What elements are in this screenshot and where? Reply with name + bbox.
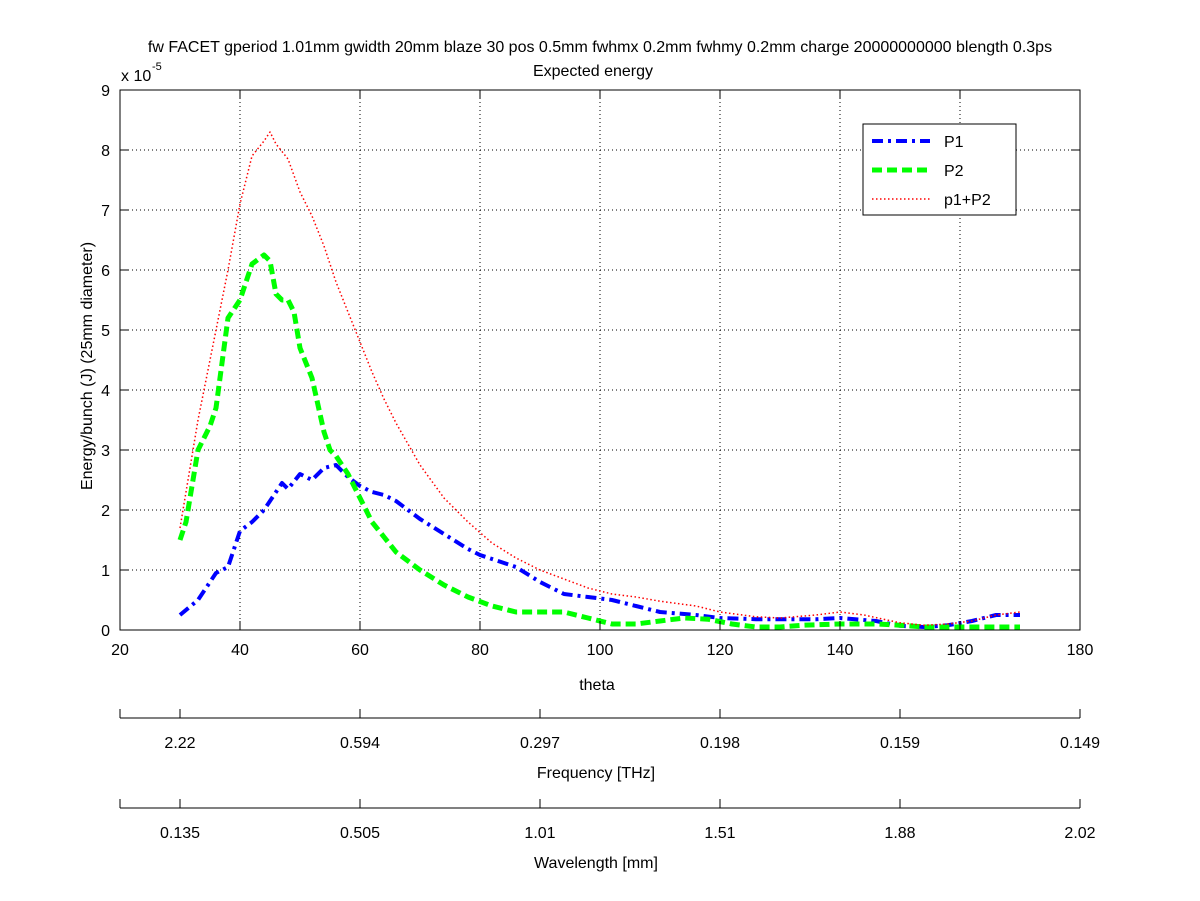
y-tick-label: 4 bbox=[101, 383, 110, 400]
y-tick-label: 5 bbox=[101, 323, 110, 340]
x-tick-label: 40 bbox=[231, 642, 249, 659]
y-exponent-value: -5 bbox=[152, 61, 162, 73]
series-line-3 bbox=[179, 131, 1021, 626]
y-exponent-label: x 10 bbox=[121, 68, 151, 85]
series-line-2 bbox=[177, 252, 1020, 630]
x-axis-label: theta bbox=[579, 677, 615, 694]
x-tick-label: 80 bbox=[471, 642, 489, 659]
secondary-tick-label: 1.01 bbox=[524, 825, 555, 842]
series-layer bbox=[177, 131, 1021, 630]
legend: P1 P2 p1+P2 bbox=[862, 123, 1017, 216]
secondary-tick-label: 2.22 bbox=[164, 735, 195, 752]
secondary-tick-label: 0.594 bbox=[340, 735, 380, 752]
secondary-tick-label: 2.02 bbox=[1064, 825, 1095, 842]
chart-subtitle: Expected energy bbox=[533, 63, 653, 80]
secondary-axis-label-1: Frequency [THz] bbox=[537, 765, 655, 782]
legend-label-3: p1+P2 bbox=[944, 192, 991, 209]
secondary-axes: 2.22 0.594 0.297 0.198 0.159 0.149 Frequency [… bbox=[119, 709, 1100, 872]
x-tick-label: 60 bbox=[351, 642, 369, 659]
secondary-tick-label: 0.198 bbox=[700, 735, 740, 752]
legend-entries: P1 P2 p1+P2 bbox=[872, 134, 991, 209]
x-tick-label: 140 bbox=[827, 642, 854, 659]
x-tick-label: 180 bbox=[1067, 642, 1094, 659]
series-line-1 bbox=[178, 463, 1020, 629]
secondary-tick-label: 0.149 bbox=[1060, 735, 1100, 752]
secondary-tick-label: 0.297 bbox=[520, 735, 560, 752]
y-tick-label: 3 bbox=[101, 443, 110, 460]
legend-box bbox=[862, 123, 1017, 216]
y-tick-label: 6 bbox=[101, 263, 110, 280]
secondary-tick-label: 0.505 bbox=[340, 825, 380, 842]
y-tick-label: 9 bbox=[101, 83, 110, 100]
y-tick-label: 8 bbox=[101, 143, 110, 160]
secondary-tick-label: 1.51 bbox=[704, 825, 735, 842]
y-axis-label: Energy/bunch (J) (25mm diameter) bbox=[79, 242, 96, 490]
y-tick-label: 7 bbox=[101, 203, 110, 220]
y-tick-label: 0 bbox=[101, 623, 110, 640]
y-tick-label: 2 bbox=[101, 503, 110, 520]
axis-ticks: 20 40 60 80 100 120 140 160 180 0 1 2 3 4 5 6 7 8 9 bbox=[101, 83, 1093, 659]
legend-label-2: P2 bbox=[944, 163, 964, 180]
secondary-tick-label: 1.88 bbox=[884, 825, 915, 842]
secondary-axis-label-2: Wavelength [mm] bbox=[534, 855, 658, 872]
x-tick-label: 160 bbox=[947, 642, 974, 659]
secondary-tick-label: 0.135 bbox=[160, 825, 200, 842]
chart-title: fw FACET gperiod 1.01mm gwidth 20mm blaz… bbox=[148, 39, 1052, 56]
secondary-tick-label: 0.159 bbox=[880, 735, 920, 752]
grid bbox=[120, 90, 1080, 630]
x-tick-label: 100 bbox=[587, 642, 614, 659]
x-tick-label: 120 bbox=[707, 642, 734, 659]
y-tick-label: 1 bbox=[101, 563, 110, 580]
legend-label-1: P1 bbox=[944, 134, 964, 151]
x-tick-label: 20 bbox=[111, 642, 129, 659]
